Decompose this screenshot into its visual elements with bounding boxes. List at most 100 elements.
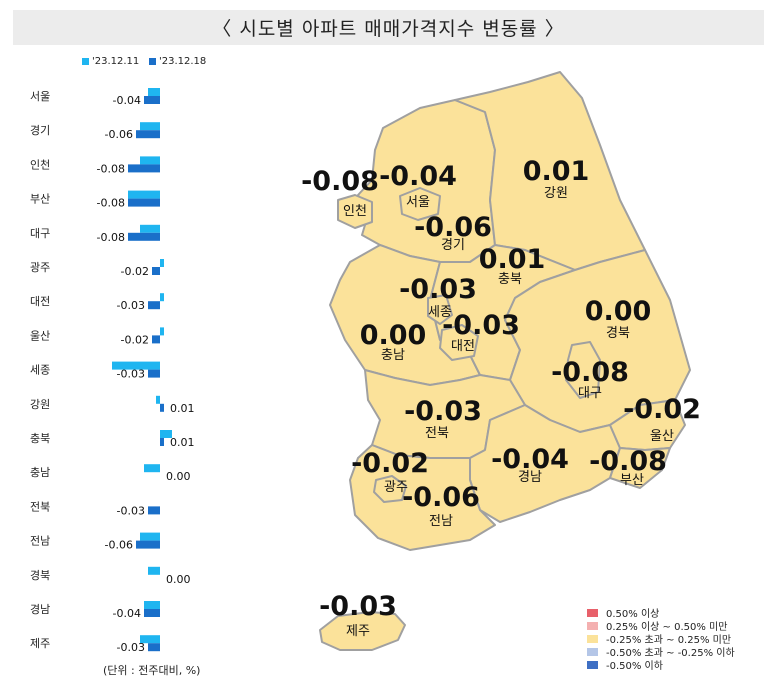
map-value: -0.04 [379,161,457,192]
bar-prev [160,259,164,267]
region-gwangju [373,475,407,503]
bar-prev [144,464,160,473]
bar-curr [148,369,160,378]
data-label: -0.08 [97,231,125,244]
bar-prev [148,88,160,96]
map-value: -0.02 [623,394,701,425]
category-label: 전남 [30,535,50,548]
map-value: 0.01 [523,156,590,187]
map-value: -0.06 [402,482,480,513]
legend-curr: '23.12.18 [149,56,206,67]
data-label: -0.08 [97,162,125,175]
map-value: -0.08 [551,357,629,388]
map-legend-label: 0.50% 이상 [606,609,660,620]
category-label: 제주 [30,637,50,650]
region-busan [609,447,671,489]
map-region-name: 광주 [384,480,408,495]
map-value: -0.06 [414,212,492,243]
region-gyeongnam [469,404,621,523]
bar-prev [160,327,164,336]
bar-prev [140,156,160,165]
bar-curr [144,609,160,617]
bar-prev [140,122,160,131]
region-jeonnam [349,444,496,551]
map-region-name: 경북 [606,326,630,341]
bar-curr [152,267,160,275]
data-label: 0.00 [166,573,191,586]
bar-curr [136,130,160,139]
map-legend: 0.50% 이상 0.25% 이상 ~ 0.50% 미만 -0.25% 초과 ~… [587,606,735,672]
data-label: -0.03 [117,504,145,517]
map-legend-label: -0.50% 초과 ~ -0.25% 이하 [606,648,735,659]
category-label: 세종 [30,364,50,377]
category-label: 전북 [30,500,50,513]
bar-prev [160,430,172,438]
bar-curr [160,438,164,446]
bar-prev [144,601,160,609]
category-label: 경북 [30,569,50,582]
map-region-name: 인천 [343,204,367,219]
map-region-name: 전남 [429,514,453,529]
map-value: -0.03 [404,396,482,427]
region-incheon [337,194,373,229]
bar-prev [112,361,160,370]
bar-prev [156,395,160,404]
bar-prev [128,190,160,199]
bar-curr [128,164,160,173]
map-legend-swatch [587,634,598,643]
category-label: 대구 [30,227,50,240]
data-label: -0.02 [121,265,149,278]
bar-curr [148,506,160,515]
legend-prev: '23.12.11 [82,56,139,67]
bar-curr [160,403,164,412]
category-label: 충북 [30,432,50,445]
map-value: -0.04 [491,444,569,475]
legend-prev-swatch [82,58,89,65]
bar-curr [152,335,160,344]
bar-prev [140,532,160,541]
bar-curr [128,198,160,207]
title-bar: 〈 시도별 아파트 매매가격지수 변동률 〉 [13,10,764,45]
bar-curr [148,643,160,652]
category-label: 울산 [30,329,50,342]
data-label: -0.06 [105,539,133,552]
category-label: 충남 [30,466,50,479]
map-legend-label: -0.25% 초과 ~ 0.25% 미만 [606,635,732,646]
map-region-name: 서울 [406,195,430,210]
map-legend-swatch [587,608,598,617]
data-label: -0.03 [117,641,145,654]
map-value: -0.03 [319,591,397,622]
region-seoul [399,187,441,221]
category-label: 부산 [30,193,50,206]
map-region-name: 제주 [346,624,370,639]
map-legend-item: -0.25% 초과 ~ 0.25% 미만 [587,632,735,646]
map-region-name: 세종 [428,305,452,320]
region-daejeon [439,324,479,361]
page-title: 〈 시도별 아파트 매매가격지수 변동률 〉 [212,18,565,40]
map-legend-swatch [587,660,598,669]
category-label: 서울 [30,90,50,103]
map-region-name: 전북 [425,426,449,441]
map-region-name: 충북 [498,272,522,287]
map-value: 0.01 [479,244,546,275]
category-label: 대전 [30,295,50,308]
region-sejong [427,294,453,325]
region-jeju [319,611,406,651]
map-value: -0.03 [399,274,477,305]
bar-curr [136,540,160,549]
data-label: -0.04 [113,607,141,620]
category-label: 인천 [30,157,50,171]
legend-curr-label: '23.12.18 [159,56,207,67]
map-region-name: 부산 [620,473,644,488]
map-value: 0.00 [360,320,427,351]
data-label: -0.02 [121,333,149,346]
category-label: 강원 [30,398,50,411]
bar-prev [140,635,160,644]
category-label: 광주 [30,261,50,274]
data-label: 0.01 [170,402,195,415]
map-value: -0.08 [589,446,667,477]
category-label: 경기 [30,124,50,137]
data-label: -0.08 [97,197,125,210]
